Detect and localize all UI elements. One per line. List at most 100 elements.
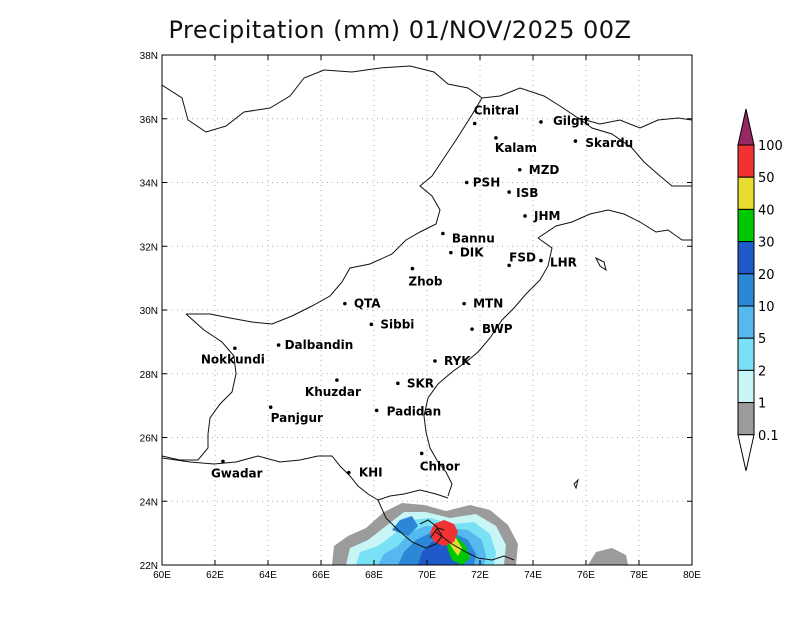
colorbar: 100 50 40 30 20 10 5 2 1 0.1 (737, 108, 783, 471)
lon-label: 76E (577, 570, 595, 581)
lon-label: 80E (683, 570, 701, 581)
station-marker (507, 263, 511, 268)
border-iran (162, 313, 237, 461)
station-label: Zhob (408, 275, 442, 289)
station-label: Chhor (420, 459, 460, 473)
lon-label: 66E (312, 570, 330, 581)
station-label: KHI (359, 466, 383, 480)
station-marker (374, 408, 379, 413)
lon-label: 78E (630, 570, 648, 581)
station-label: Dalbandin (285, 338, 354, 352)
station-label: MTN (473, 297, 503, 311)
precip-gray-area-east (588, 548, 628, 565)
colorbar-label: 5 (758, 332, 766, 347)
colorbar-label: 100 (758, 139, 783, 154)
station-marker (517, 167, 522, 172)
station-marker (507, 190, 511, 194)
station-marker (419, 451, 424, 456)
colorbar-label: 30 (758, 236, 775, 251)
station-label: QTA (354, 297, 381, 311)
station-label: DIK (460, 246, 484, 260)
lat-label: 22N (140, 561, 158, 572)
colorbar-label: 2 (758, 364, 766, 379)
coast-arabian-sea (162, 455, 449, 501)
station-marker (410, 266, 415, 271)
station-marker (396, 381, 400, 386)
colorbar-segment (737, 176, 755, 210)
station-layer: Chitral Gilgit Kalam Skardu MZD PSH ISB JHM Bann… (201, 104, 633, 539)
station-marker (539, 258, 543, 263)
boundaries (162, 65, 692, 561)
station-label: BWP (482, 322, 513, 336)
lat-label: 38N (140, 51, 158, 62)
lat-label: 36N (140, 115, 158, 126)
lon-label: 72E (471, 570, 489, 581)
lat-label: 34N (140, 179, 158, 190)
station-label: Gilgit (553, 114, 590, 128)
station-label: SKR (407, 376, 434, 390)
station-label: LHR (550, 256, 577, 270)
station-marker (470, 327, 474, 331)
precip-red-area (430, 520, 458, 546)
border-afghan-pak (186, 97, 483, 325)
colorbar-segment (737, 305, 755, 339)
station-label: JHM (533, 209, 560, 223)
station-marker (573, 139, 578, 143)
station-label: Panjgur (271, 411, 323, 425)
colorbar-segment (737, 402, 755, 436)
colorbar-segment (737, 369, 755, 404)
colorbar-segment (737, 208, 755, 243)
station-marker (276, 343, 281, 347)
station-marker (433, 359, 437, 363)
lat-label: 28N (140, 370, 158, 381)
station-marker (335, 378, 339, 382)
colorbar-segment (737, 241, 755, 275)
station-marker (464, 180, 469, 185)
station-label: Padidan (387, 404, 442, 418)
lon-label: 74E (524, 570, 542, 581)
station-marker (441, 231, 445, 236)
station-marker (539, 120, 543, 124)
station-marker (343, 301, 347, 306)
station-marker (449, 250, 453, 255)
station-marker (523, 214, 527, 218)
station-label: ISB (516, 186, 538, 200)
station-label: Gwadar (211, 466, 263, 480)
station-label: Chitral (474, 104, 519, 118)
station-label: PSH (473, 176, 500, 190)
storm-track (429, 527, 445, 539)
colorbar-bottom-arrow (737, 434, 755, 471)
station-marker (221, 459, 225, 464)
lat-label: 30N (140, 306, 158, 317)
station-label: Bannu (452, 232, 495, 246)
station-marker (233, 346, 237, 351)
colorbar-top-arrow (737, 108, 755, 146)
station-marker (369, 322, 374, 327)
colorbar-segment (737, 273, 755, 307)
lat-label: 24N (140, 497, 158, 508)
lon-label: 70E (418, 570, 436, 581)
colorbar-segment (737, 337, 755, 371)
colorbar-label: 10 (758, 300, 775, 315)
map-title: Precipitation (mm) 01/NOV/2025 00Z (168, 16, 632, 44)
lon-label: 62E (206, 570, 224, 581)
colorbar-label: 0.1 (758, 429, 779, 444)
station-label: Kalam (495, 141, 537, 155)
station-marker (494, 136, 498, 140)
station-marker (347, 470, 351, 475)
lon-label: 64E (259, 570, 277, 581)
station-marker (472, 121, 477, 126)
station-label: FSD (509, 250, 536, 264)
station-label: Sibbi (380, 317, 414, 331)
station-marker (462, 301, 466, 306)
lat-label: 26N (140, 434, 158, 445)
station-label: RYK (444, 354, 471, 368)
lake-east (594, 256, 607, 272)
station-label: Khuzdar (305, 385, 361, 399)
colorbar-label: 20 (758, 268, 775, 283)
lon-label: 68E (365, 570, 383, 581)
island-small (573, 478, 579, 490)
station-marker (268, 405, 273, 410)
